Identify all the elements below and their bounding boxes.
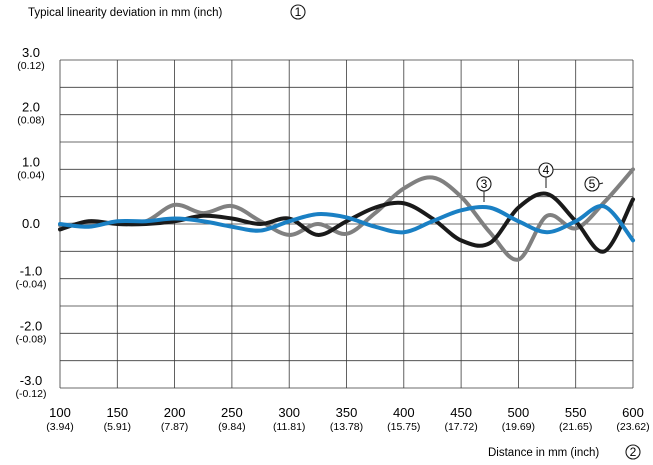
- x-tick-label: 350: [336, 405, 358, 420]
- x-tick-sublabel: (11.81): [273, 421, 306, 433]
- y-tick-label: -2.0: [20, 318, 42, 333]
- x-tick-label: 250: [221, 405, 243, 420]
- x-tick-label: 150: [106, 405, 128, 420]
- x-tick-label: 600: [622, 405, 644, 420]
- y-tick-labels: 3.0(0.12) 2.0(0.08) 1.0(0.04) 0.0 -1.0(-0.04…: [16, 45, 47, 400]
- svg-text:1: 1: [295, 5, 302, 19]
- y-tick-sublabel: (0.08): [17, 115, 44, 127]
- x-tick-label: 500: [508, 405, 530, 420]
- y-tick-sublabel: (-0.08): [16, 333, 47, 345]
- x-tick-labels: 100(3.94)150(5.91)200(7.87)250(9.84)300(…: [46, 405, 649, 433]
- callout-number-5: 5: [589, 177, 596, 191]
- series-lines: [58, 167, 635, 262]
- callout-leader-5: [598, 182, 604, 185]
- x-tick-sublabel: (15.75): [387, 421, 420, 433]
- grid: [59, 59, 634, 389]
- x-tick-sublabel: (19.69): [502, 421, 535, 433]
- callout-circle-5: [584, 176, 600, 192]
- x-tick-sublabel: (21.65): [559, 421, 592, 433]
- y-tick-sublabel: (-0.04): [16, 279, 47, 291]
- y-axis-marker: 1: [290, 4, 306, 20]
- x-tick-sublabel: (9.84): [218, 421, 245, 433]
- x-tick-label: 450: [450, 405, 472, 420]
- series-callouts: 3 4 5: [476, 162, 604, 202]
- y-tick-label: 0.0: [22, 216, 40, 231]
- x-tick-label: 100: [49, 405, 71, 420]
- y-tick-label: 3.0: [22, 45, 40, 60]
- callout-circle-3: [476, 176, 492, 192]
- x-tick-sublabel: (7.87): [161, 421, 188, 433]
- x-tick-label: 200: [164, 405, 186, 420]
- series-line-4: [58, 191, 635, 254]
- callout-circle-4: [538, 162, 554, 178]
- y-axis-label: Typical linearity deviation in mm (inch): [28, 7, 222, 19]
- x-tick-sublabel: (23.62): [616, 421, 649, 433]
- x-tick-sublabel: (5.91): [104, 421, 131, 433]
- svg-text:2: 2: [630, 445, 637, 459]
- x-tick-sublabel: (13.78): [330, 421, 363, 433]
- y-tick-label: -1.0: [20, 264, 42, 279]
- y-tick-sublabel: (-0.12): [16, 388, 47, 400]
- x-axis-marker: 2: [625, 444, 641, 460]
- series-line-3: [58, 204, 635, 243]
- x-tick-label: 300: [278, 405, 300, 420]
- y-tick-sublabel: (0.12): [17, 60, 44, 72]
- x-axis-label: Distance in mm (inch): [488, 447, 599, 459]
- callout-number-4: 4: [543, 163, 550, 177]
- y-tick-label: -3.0: [20, 373, 42, 388]
- x-tick-label: 400: [393, 405, 415, 420]
- y-tick-label: 2.0: [22, 100, 40, 115]
- x-tick-sublabel: (17.72): [444, 421, 477, 433]
- callout-number-3: 3: [481, 177, 488, 191]
- y-tick-sublabel: (0.04): [17, 169, 44, 181]
- series-line-5: [58, 167, 635, 262]
- y-tick-label: 1.0: [22, 154, 40, 169]
- x-tick-label: 550: [565, 405, 587, 420]
- x-tick-sublabel: (3.94): [46, 421, 73, 433]
